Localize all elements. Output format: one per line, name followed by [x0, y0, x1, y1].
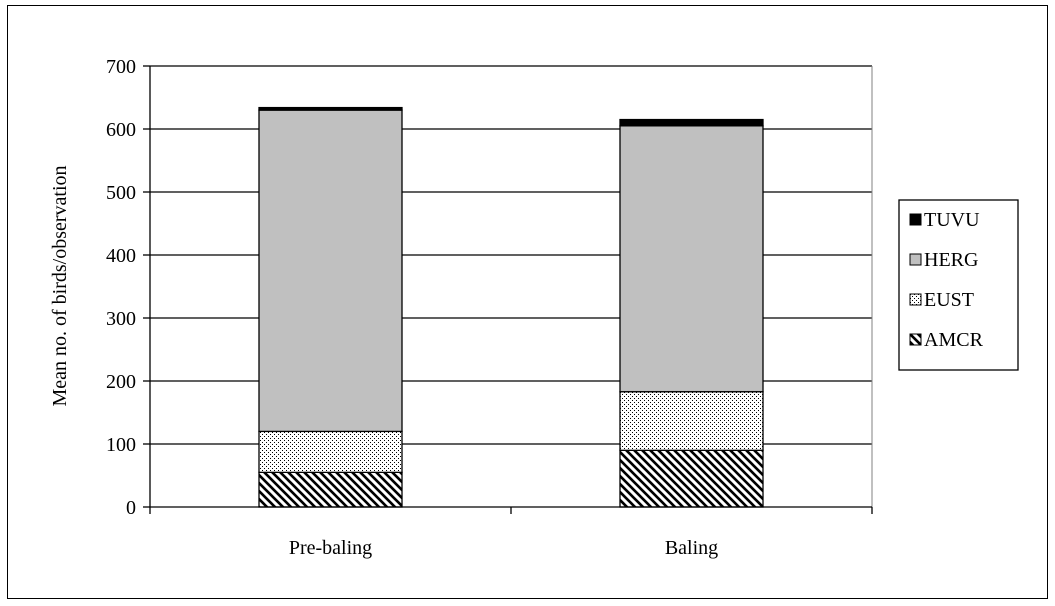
axes: 0 100 200 300 400 500 600 700 Pre-baling Baling [106, 56, 873, 559]
bar-segment-herg [619, 125, 764, 393]
y-tick-label: 100 [106, 434, 136, 456]
bar-segment-herg [258, 109, 403, 433]
legend-label-eust: EUST [924, 289, 974, 311]
y-tick-label: 700 [106, 56, 136, 78]
legend-label-amcr: AMCR [924, 329, 984, 351]
y-tick-label: 600 [106, 119, 136, 141]
bar-segment-eust [258, 430, 403, 473]
legend-label-tuvu: TUVU [924, 209, 980, 231]
y-tick-label: 200 [106, 371, 136, 393]
bars [258, 106, 764, 508]
x-tick-label: Pre-baling [289, 537, 372, 559]
legend-swatch-herg [909, 253, 922, 266]
legend-swatch-amcr [909, 333, 922, 346]
y-tick-label: 0 [126, 497, 136, 519]
legend-box [898, 199, 1019, 371]
x-tick-label: Baling [665, 537, 718, 559]
y-tick-label: 400 [106, 245, 136, 267]
bar-segment-amcr [258, 471, 403, 508]
chart-frame [7, 5, 1048, 599]
y-tick-label: 300 [106, 308, 136, 330]
legend-swatch-eust [909, 293, 922, 306]
legend-swatch-tuvu [909, 213, 922, 226]
bar-segment-eust [619, 391, 764, 451]
legend: TUVU HERG EUST AMCR [898, 199, 1019, 371]
bar-segment-tuvu [258, 106, 403, 111]
y-tick-label: 500 [106, 182, 136, 204]
gridlines [150, 65, 873, 507]
bar-segment-tuvu [619, 118, 764, 127]
y-axis-label: Mean no. of birds/observation [49, 165, 71, 406]
legend-label-herg: HERG [924, 249, 978, 271]
bar-segment-amcr [619, 449, 764, 508]
